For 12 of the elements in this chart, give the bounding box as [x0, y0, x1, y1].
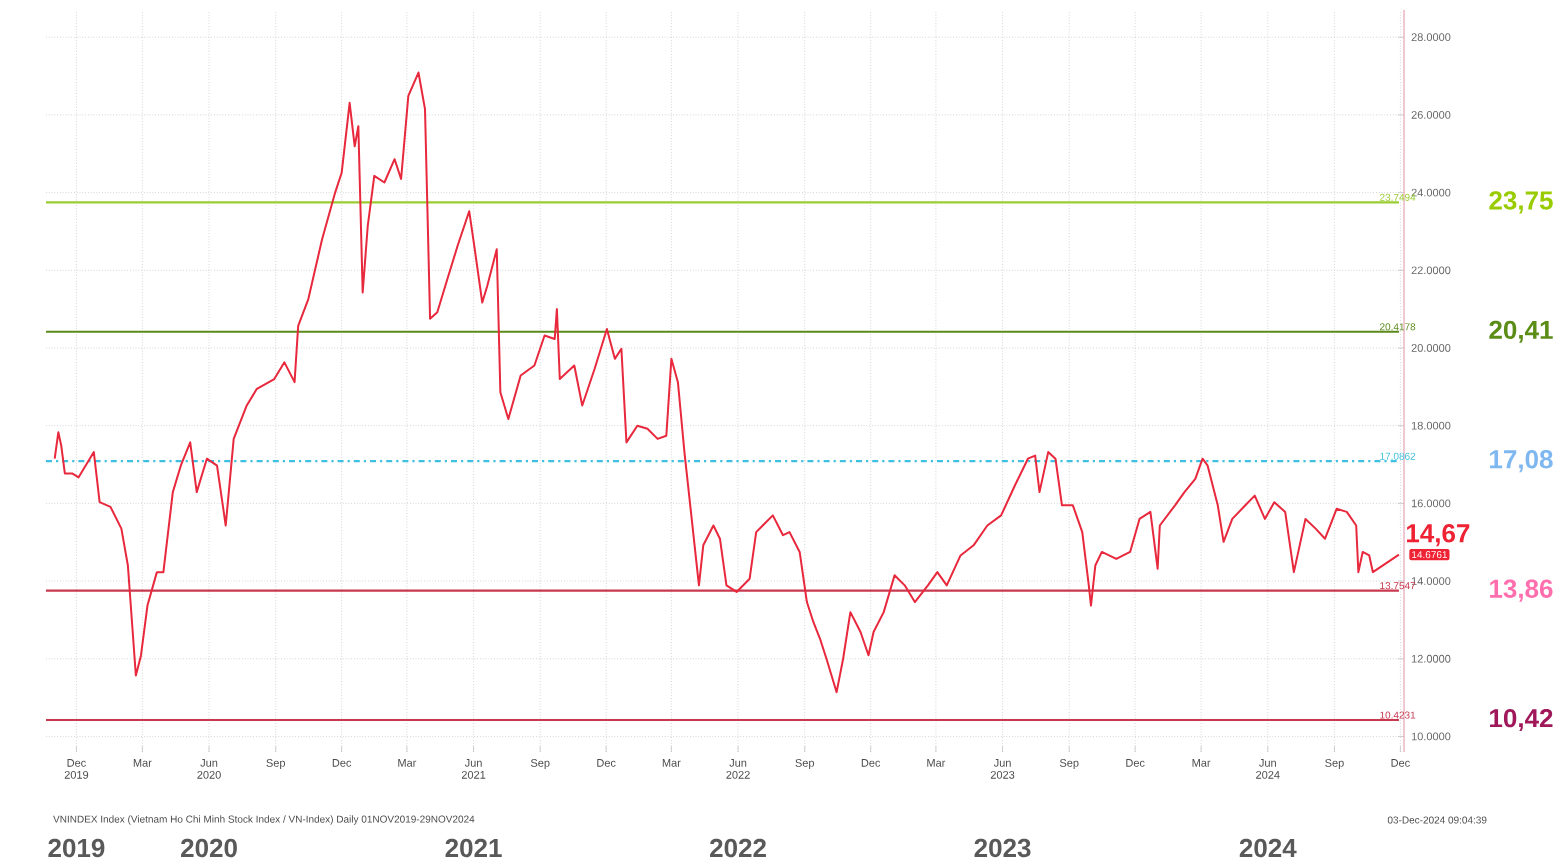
text: 10,42: [1490, 708, 1553, 732]
text: 2020: [181, 838, 237, 858]
text: 2024: [1239, 838, 1297, 858]
text: 2022: [710, 838, 766, 858]
text: 20,41: [1489, 320, 1553, 343]
text: 2023: [974, 838, 1031, 858]
text: 23,75: [1489, 191, 1553, 214]
annotation: 14,67: [1406, 524, 1470, 547]
text: 13,86: [1490, 579, 1553, 602]
text: 2021: [445, 838, 502, 858]
text: 17,08: [1490, 450, 1553, 473]
text: 2019: [48, 838, 105, 858]
